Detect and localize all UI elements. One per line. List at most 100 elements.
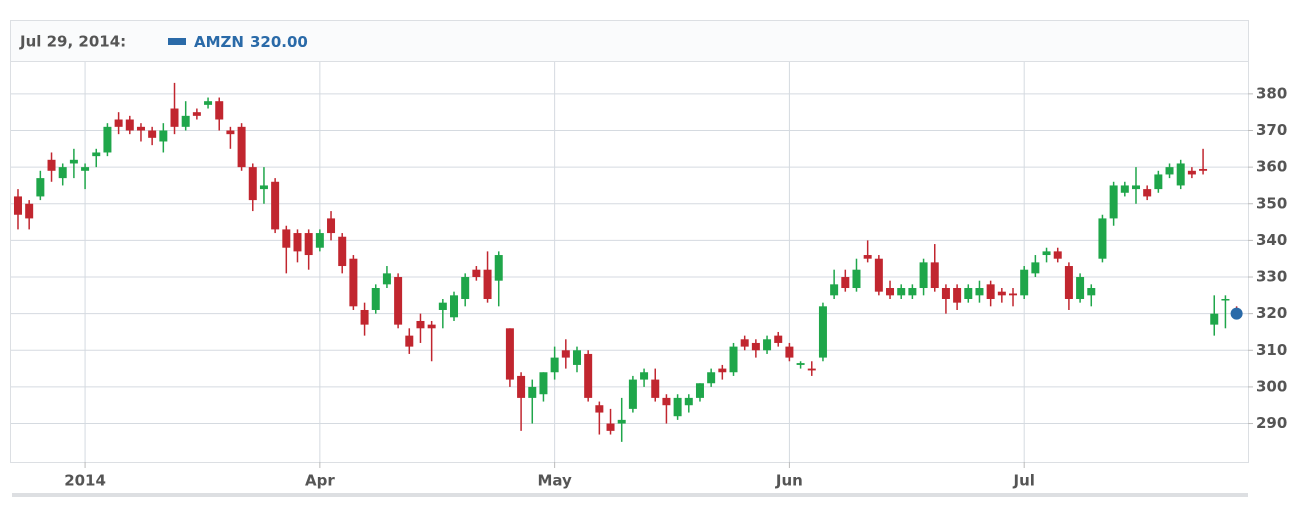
candle-body [941, 288, 950, 299]
candle-body [673, 397, 682, 417]
candle-body [584, 353, 593, 398]
candle-body [997, 291, 1006, 296]
y-tick-label: 370 [1256, 121, 1287, 139]
candle-body [1120, 185, 1129, 193]
candle-body [494, 255, 503, 281]
candle-body [550, 357, 559, 373]
last-value-dot [1230, 307, 1243, 320]
candle-body [886, 288, 895, 296]
candle-body [595, 405, 604, 413]
candle-body [1031, 262, 1040, 274]
candle-body [662, 397, 671, 406]
y-tick-label: 300 [1256, 377, 1287, 395]
candle-body [338, 236, 347, 267]
candle-body [684, 397, 693, 406]
y-tick-label: 360 [1256, 158, 1287, 176]
candle-body [729, 346, 738, 373]
candle-body [874, 258, 883, 292]
candle-body [327, 218, 336, 234]
candle-body [651, 379, 660, 398]
candle-body [259, 185, 268, 190]
candle-body [248, 167, 257, 201]
candle-body [561, 350, 570, 358]
candle-body [427, 324, 436, 329]
candle-body [360, 309, 369, 325]
candle-body [830, 284, 839, 296]
candle-body [204, 101, 213, 105]
candle-body [461, 277, 470, 299]
candle-body [394, 277, 403, 325]
candle-body [863, 255, 872, 259]
candle-body [416, 320, 425, 329]
y-tick-label: 330 [1256, 268, 1287, 286]
candle-body [293, 233, 302, 252]
candle-body [1176, 163, 1185, 186]
candle-body [707, 372, 716, 384]
legend-marker [168, 38, 186, 45]
candle-body [405, 335, 414, 347]
y-tick-label: 350 [1256, 194, 1287, 212]
legend-entry: AMZN 320.00 [194, 33, 308, 51]
candle-body [1221, 298, 1230, 301]
candle-body [1165, 167, 1174, 175]
candle-body [740, 339, 749, 347]
candle-body [1210, 313, 1219, 325]
candle-body [841, 277, 850, 289]
candle-body [763, 339, 772, 351]
candle-body [237, 126, 246, 168]
candle-body [438, 302, 447, 310]
legend-name: AMZN [194, 33, 244, 51]
x-tick-label: Jun [775, 472, 803, 490]
candle-body [953, 288, 962, 303]
candle-body [1087, 288, 1096, 296]
candle-body [170, 108, 179, 127]
candle-body [1076, 277, 1085, 299]
candle-body [1109, 185, 1118, 219]
candle-body [517, 375, 526, 398]
candle-body [159, 130, 168, 142]
x-tick-label: 2014 [64, 472, 106, 490]
candle-body [271, 181, 280, 230]
candle-body [818, 306, 827, 358]
y-tick-label: 340 [1256, 231, 1287, 249]
candle-body [148, 130, 157, 138]
y-tick-label: 310 [1256, 341, 1287, 359]
candle-body [852, 269, 861, 289]
candle-body [919, 262, 928, 289]
candle-body [114, 119, 123, 127]
candle-body [1020, 269, 1029, 296]
candle-body [505, 328, 514, 380]
candle-body [450, 295, 459, 318]
candle-body [47, 159, 56, 171]
candle-body [382, 273, 391, 285]
x-tick-label: May [537, 472, 572, 490]
y-tick-label: 290 [1256, 414, 1287, 432]
candle-body [1053, 251, 1062, 259]
candle-body [751, 342, 760, 351]
candle-body [986, 284, 995, 299]
candle-body [628, 379, 637, 409]
candle-body [81, 167, 90, 171]
candle-body [58, 167, 67, 179]
candle-body [606, 423, 615, 431]
candle-body [13, 196, 22, 215]
candle-body [908, 288, 917, 296]
candle-body [36, 178, 45, 197]
candle-body [181, 115, 190, 127]
candle-body [136, 126, 145, 131]
candle-body [1131, 185, 1140, 190]
y-tick-label: 380 [1256, 84, 1287, 102]
candle-body [528, 386, 537, 398]
candle-body [897, 288, 906, 296]
candle-body [796, 363, 805, 365]
candle-body [215, 101, 224, 120]
candle-body [103, 126, 112, 153]
candle-body [1143, 189, 1152, 197]
candle-body [617, 419, 626, 424]
header-band [11, 21, 1248, 61]
candle-body [539, 372, 548, 395]
x-tick-label: Jul [1012, 472, 1034, 490]
candle-body [1009, 293, 1018, 296]
candle-body [1064, 266, 1073, 299]
